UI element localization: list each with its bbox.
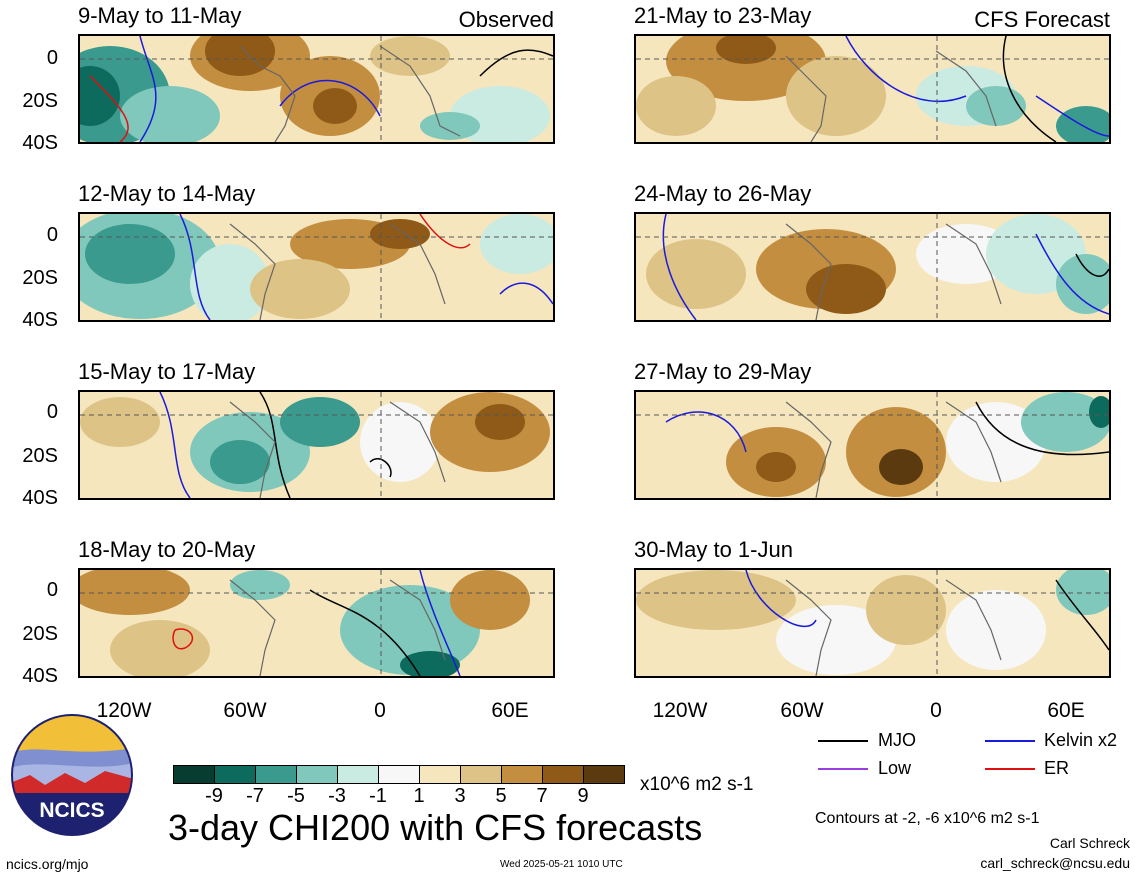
lat-label-40s: 40S (22, 665, 58, 687)
colorbar-label: -3 (328, 785, 346, 807)
map-panel-6 (634, 390, 1111, 500)
panel-tag-forecast: CFS Forecast (974, 7, 1110, 32)
legend-line-low (818, 768, 868, 770)
lat-label-20s: 20S (22, 90, 58, 112)
panel-title-5: 15-May to 17-May (78, 359, 256, 384)
lat-label-0: 0 (46, 401, 58, 423)
map-panel-5 (78, 390, 555, 500)
legend-line-er (985, 768, 1035, 770)
footer-author: Carl Schreck (1049, 835, 1130, 851)
lat-label-40s: 40S (22, 309, 58, 331)
footer-timestamp: Wed 2025-05-21 1010 UTC (500, 859, 623, 870)
panel-tag-observed: Observed (458, 7, 554, 32)
panel-title-3: 12-May to 14-May (78, 181, 256, 206)
colorbar-units: x10^6 m2 s-1 (640, 774, 754, 795)
colorbar-label: -9 (205, 785, 223, 807)
legend-label-mjo: MJO (878, 730, 916, 750)
map-panel-3 (78, 212, 555, 322)
map-panel-4 (634, 212, 1111, 322)
colorbar-swatch (214, 765, 256, 784)
colorbar-label: -7 (246, 785, 264, 807)
lat-label-20s: 20S (22, 623, 58, 645)
map-panel-2 (634, 34, 1111, 144)
legend-label-er: ER (1044, 758, 1070, 778)
panel-title-7: 18-May to 20-May (78, 537, 256, 562)
colorbar-swatch (460, 765, 502, 784)
colorbar-swatch (296, 765, 338, 784)
panel-title-2: 21-May to 23-May (634, 3, 812, 28)
lat-label-20s: 20S (22, 267, 58, 289)
footer-url: ncics.org/mjo (6, 856, 89, 872)
main-title: 3-day CHI200 with CFS forecasts (168, 807, 703, 848)
lat-label-0: 0 (46, 224, 58, 246)
legend-line-mjo (818, 740, 868, 742)
lon-label-120w: 120W (652, 699, 708, 722)
lon-label-60e: 60E (1047, 699, 1085, 722)
lon-label-120w: 120W (96, 699, 152, 722)
footer-email: carl_schreck@ncsu.edu (980, 855, 1130, 871)
colorbar-swatch (255, 765, 297, 784)
panel-title-6: 27-May to 29-May (634, 359, 812, 384)
legend-label-low: Low (878, 758, 912, 778)
colorbar-swatch (337, 765, 379, 784)
lat-label-0: 0 (46, 579, 58, 601)
colorbar-label: 1 (413, 785, 425, 807)
colorbar-label: 7 (536, 785, 548, 807)
colorbar-label: 9 (577, 785, 589, 807)
colorbar-label: -5 (287, 785, 305, 807)
colorbar-label: 5 (495, 785, 507, 807)
contours-note: Contours at -2, -6 x10^6 m2 s-1 (815, 810, 1040, 827)
lon-label-60e: 60E (491, 699, 529, 722)
colorbar-swatch (583, 765, 625, 784)
map-panel-8 (634, 568, 1111, 678)
colorbar-label: -1 (369, 785, 387, 807)
colorbar-swatch (542, 765, 584, 784)
colorbar-label: 3 (454, 785, 466, 807)
logo-text: NCICS (39, 799, 104, 822)
colorbar-swatch (378, 765, 420, 784)
map-panel-7 (78, 568, 555, 678)
colorbar-swatch (419, 765, 461, 784)
colorbar-swatch (501, 765, 543, 784)
legend-line-kelvin (985, 740, 1035, 742)
lat-label-20s: 20S (22, 445, 58, 467)
map-panel-1 (78, 34, 555, 144)
lat-label-40s: 40S (22, 487, 58, 509)
panel-title-8: 30-May to 1-Jun (634, 537, 793, 562)
lon-label-0: 0 (374, 699, 386, 722)
lon-label-0: 0 (930, 699, 942, 722)
colorbar-swatch (173, 765, 215, 784)
panel-title-1: 9-May to 11-May (78, 3, 242, 28)
lon-label-60w: 60W (780, 699, 824, 722)
lat-label-40s: 40S (22, 132, 58, 154)
ncics-logo: NCICS (10, 713, 134, 837)
lon-label-60w: 60W (223, 699, 267, 722)
lat-label-0: 0 (46, 47, 58, 69)
legend-label-kelvin: Kelvin x2 (1044, 730, 1118, 750)
panel-title-4: 24-May to 26-May (634, 181, 812, 206)
